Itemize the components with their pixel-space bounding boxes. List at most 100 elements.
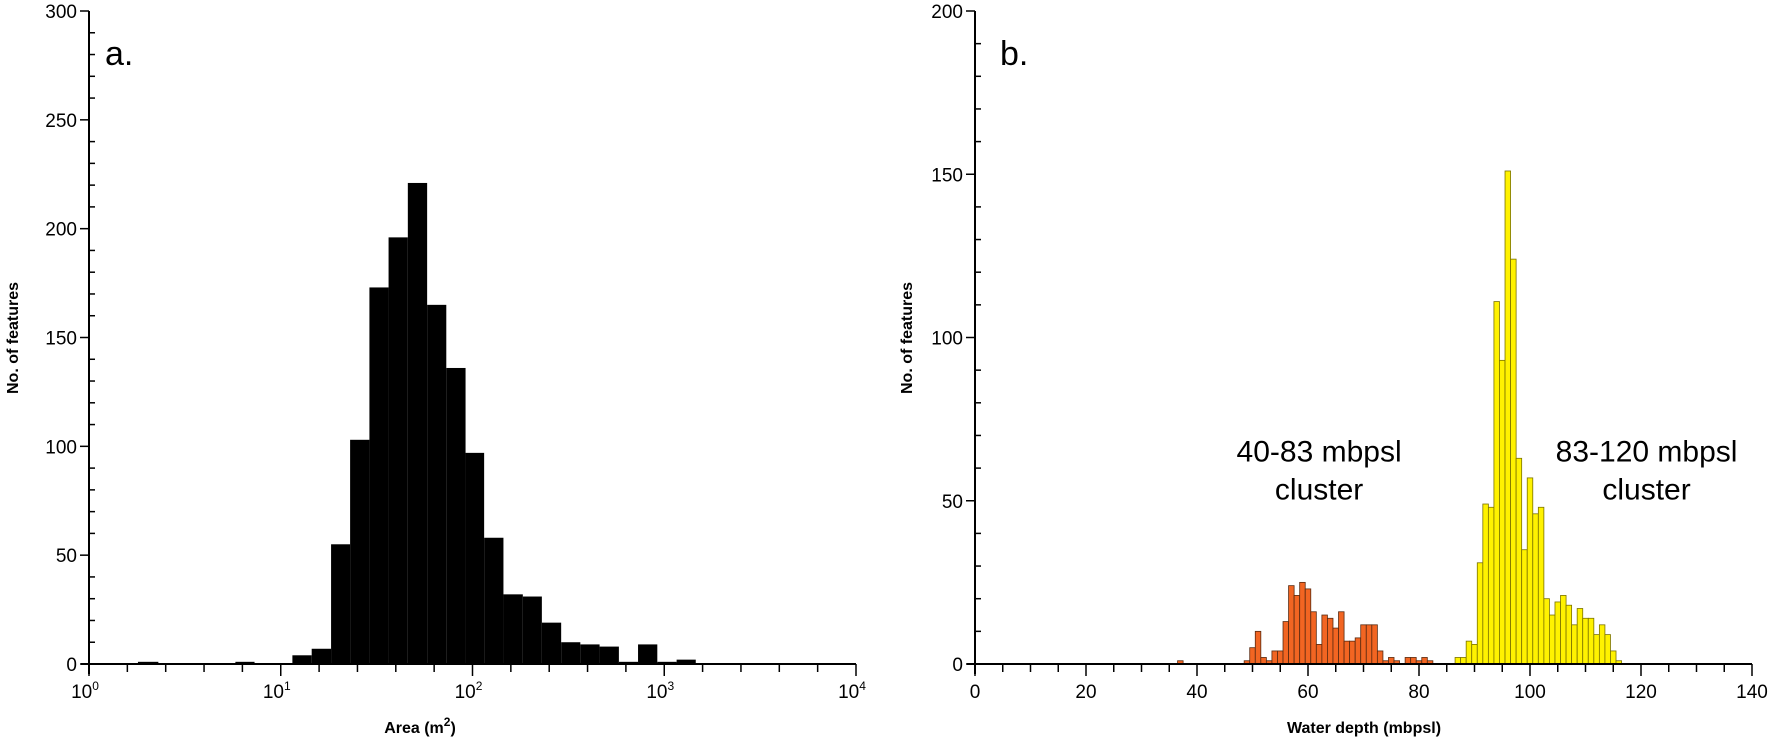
chart-b-y-axis-title: No. of features <box>899 282 916 394</box>
yellow-cluster-bar <box>1476 562 1484 665</box>
yellow-cluster-bar <box>1471 644 1478 665</box>
orange-cluster-bar <box>1332 627 1339 665</box>
orange-cluster-bar <box>1249 647 1256 665</box>
x-tick-label: 120 <box>1625 682 1657 703</box>
yellow-cluster-bar <box>1604 634 1611 665</box>
y-tick-label: 300 <box>45 2 77 23</box>
cluster-label: 83-120 mbpsl <box>1556 436 1738 469</box>
cluster-label: cluster <box>1275 474 1363 507</box>
histogram-bar <box>369 287 389 664</box>
chart-a-y-axis-title: No. of features <box>5 282 22 394</box>
histogram-bar <box>235 661 255 664</box>
x-tick-label: 20 <box>1075 682 1096 703</box>
orange-cluster-bar <box>1349 640 1356 665</box>
histogram-bar <box>331 544 351 664</box>
chart-a-bars <box>137 182 696 664</box>
histogram-bar <box>407 182 428 664</box>
y-tick-label: 0 <box>952 655 963 676</box>
yellow-cluster-bar <box>1521 549 1528 665</box>
yellow-cluster-bar <box>1554 601 1561 665</box>
chart-b-cluster-annotations: 40-83 mbpsl cluster 83-120 mbpsl cluster <box>1237 436 1738 507</box>
y-tick-label: 200 <box>45 220 77 241</box>
yellow-cluster-bar <box>1515 457 1523 665</box>
orange-cluster-bar <box>1293 595 1301 665</box>
x-tick-label: 60 <box>1297 682 1318 703</box>
y-tick-label: 200 <box>931 2 963 23</box>
orange-cluster-bar <box>1343 640 1351 665</box>
orange-cluster-bar <box>1371 624 1378 665</box>
chart-a-panel-label: a. <box>105 35 133 73</box>
y-tick-label: 150 <box>931 165 963 186</box>
histogram-bar <box>561 642 581 664</box>
x-tick-label: 102 <box>455 679 483 703</box>
orange-cluster-bar <box>1354 637 1362 665</box>
x-tick-label: 101 <box>263 679 291 703</box>
y-tick-label: 0 <box>66 655 77 676</box>
histogram-bar <box>541 622 562 664</box>
x-tick-label: 140 <box>1736 682 1768 703</box>
orange-cluster-bar <box>1299 581 1306 665</box>
yellow-cluster-bar <box>1532 513 1539 665</box>
orange-cluster-bar <box>1315 644 1323 665</box>
orange-cluster-bar <box>1376 650 1384 665</box>
chart-b-depth-histogram: 0 50 100 150 200 0 20 40 60 80 100 120 140 b. Water … <box>899 2 1768 737</box>
x-tick-label: 103 <box>646 679 674 703</box>
orange-cluster-bar <box>1327 617 1334 665</box>
histogram-bar <box>618 661 639 664</box>
histogram-bar <box>388 237 408 664</box>
yellow-cluster-bar <box>1526 477 1534 665</box>
orange-cluster-bar <box>1277 650 1284 665</box>
histogram-bar <box>676 659 696 664</box>
chart-b-panel-label: b. <box>1000 35 1028 73</box>
histogram-bar <box>503 594 523 664</box>
yellow-cluster-bar <box>1537 506 1545 665</box>
x-tick-label: 0 <box>970 682 981 703</box>
histogram-bar <box>657 661 677 664</box>
orange-cluster-bar <box>1271 650 1278 665</box>
orange-cluster-bar <box>1321 614 1328 665</box>
histogram-bar <box>137 661 159 664</box>
orange-cluster-bar <box>1310 611 1317 665</box>
yellow-cluster-bar <box>1610 650 1617 665</box>
chart-a-axes: 0 50 100 150 200 250 300 100 101 102 103 104 <box>45 2 866 703</box>
y-tick-label: 100 <box>45 437 77 458</box>
orange-cluster-bar <box>1282 621 1289 665</box>
cluster-label: 40-83 mbpsl <box>1237 436 1402 469</box>
x-tick-label: 80 <box>1408 682 1429 703</box>
orange-cluster-bar <box>1360 624 1367 665</box>
histogram-bar <box>465 452 485 664</box>
yellow-cluster-bar <box>1598 624 1606 665</box>
orange-cluster-bar <box>1338 611 1345 665</box>
y-tick-label: 250 <box>45 111 77 132</box>
y-tick-label: 150 <box>45 329 77 350</box>
yellow-cluster-bar <box>1560 595 1567 665</box>
chart-a-area-histogram: 0 50 100 150 200 250 300 100 101 102 103 104 a. Are… <box>5 2 866 737</box>
y-tick-label: 100 <box>931 329 963 350</box>
histogram-bar <box>292 655 312 664</box>
yellow-cluster-bar <box>1549 614 1556 665</box>
chart-b-bars <box>1177 170 1622 665</box>
x-tick-label: 100 <box>71 679 99 703</box>
y-tick-label: 50 <box>942 492 963 513</box>
histogram-bar <box>350 439 370 664</box>
yellow-cluster-bar <box>1499 359 1506 665</box>
histogram-bar <box>638 644 658 664</box>
yellow-cluster-bar <box>1571 624 1578 665</box>
histogram-bar <box>427 304 447 664</box>
histogram-bar <box>599 646 619 664</box>
yellow-cluster-bar <box>1493 301 1500 665</box>
orange-cluster-bar <box>1365 624 1373 665</box>
histogram-bar <box>446 367 466 664</box>
x-tick-label: 40 <box>1186 682 1207 703</box>
cluster-label: cluster <box>1602 474 1690 507</box>
yellow-cluster-bar <box>1593 634 1600 665</box>
chart-a-x-axis-title: Area (m2) <box>384 715 456 737</box>
yellow-cluster-bar <box>1465 640 1473 665</box>
yellow-cluster-bar <box>1482 503 1489 665</box>
y-tick-label: 50 <box>56 546 77 567</box>
orange-cluster-bar <box>1288 585 1295 665</box>
chart-b-axes: 0 50 100 150 200 0 20 40 60 80 100 120 140 <box>931 2 1768 703</box>
histogram-bar <box>580 644 600 664</box>
histogram-bar <box>311 648 332 664</box>
